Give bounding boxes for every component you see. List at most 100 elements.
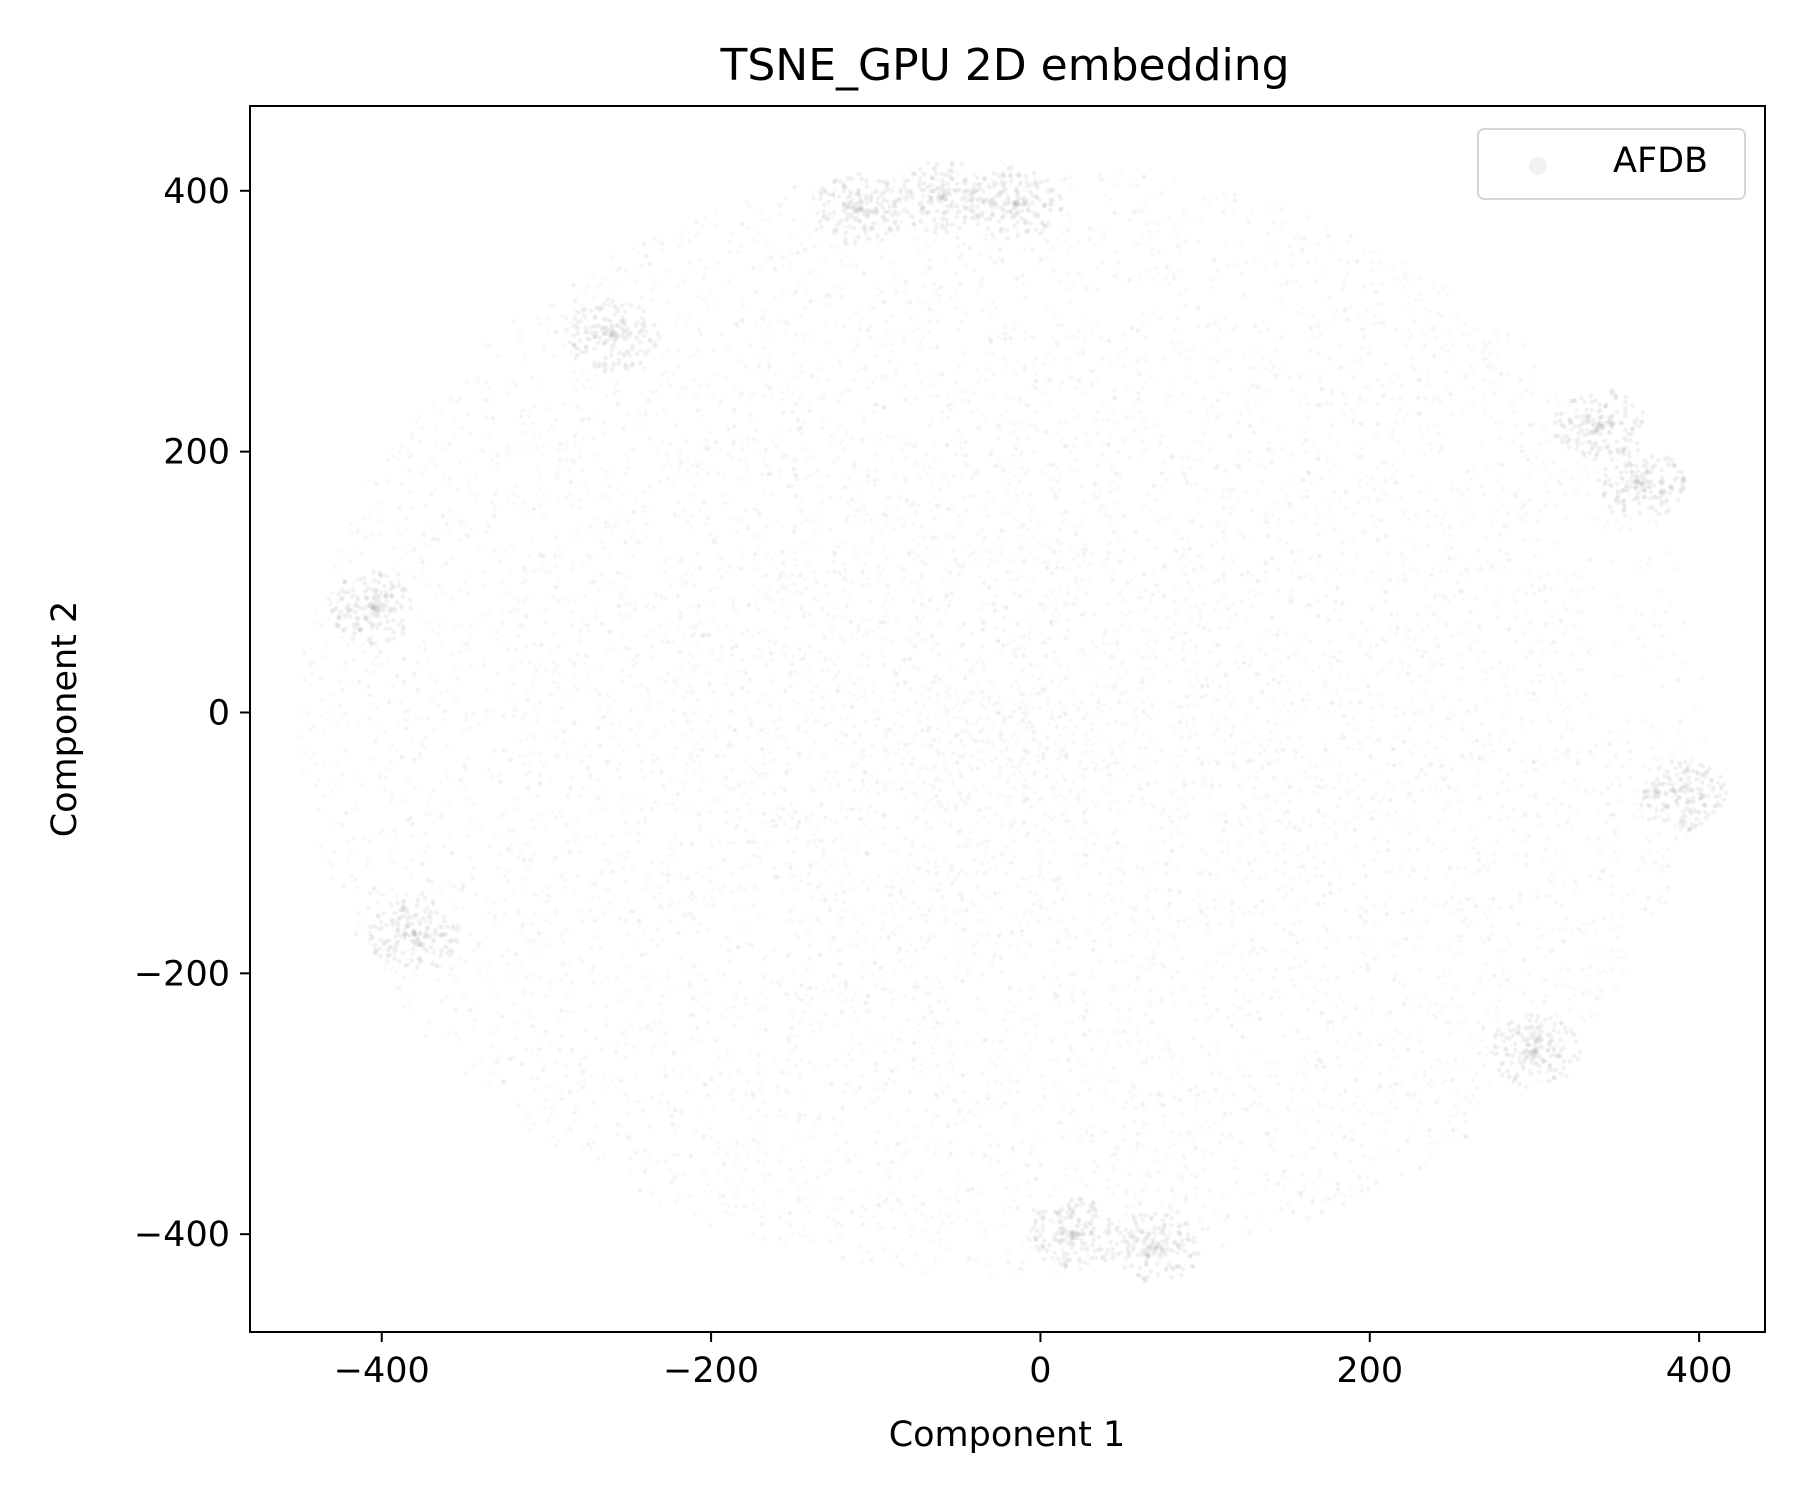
scatter-point xyxy=(406,708,411,713)
scatter-point xyxy=(765,773,770,778)
scatter-point xyxy=(943,919,948,924)
scatter-point xyxy=(997,932,1003,938)
scatter-point xyxy=(859,1204,865,1209)
scatter-point xyxy=(432,727,437,732)
scatter-point xyxy=(1201,1226,1206,1231)
scatter-point xyxy=(1119,610,1125,615)
scatter-point xyxy=(914,979,919,984)
scatter-point xyxy=(1467,644,1472,649)
scatter-point xyxy=(1320,651,1326,656)
scatter-point xyxy=(506,828,512,833)
scatter-point xyxy=(875,208,880,214)
scatter-point xyxy=(349,850,354,855)
scatter-point xyxy=(1032,823,1038,828)
scatter-point xyxy=(1228,434,1233,439)
scatter-point xyxy=(447,972,452,977)
scatter-point xyxy=(1123,1190,1129,1195)
scatter-point xyxy=(1182,303,1188,308)
scatter-point xyxy=(1140,438,1145,443)
scatter-point xyxy=(445,688,450,693)
scatter-point xyxy=(527,408,532,414)
scatter-point xyxy=(1608,845,1614,851)
scatter-point xyxy=(1389,1101,1394,1106)
scatter-point xyxy=(564,440,569,445)
scatter-point xyxy=(1077,1126,1082,1131)
scatter-point xyxy=(730,871,735,877)
scatter-point xyxy=(1476,658,1481,663)
scatter-point xyxy=(1531,759,1536,764)
scatter-point xyxy=(885,522,890,527)
scatter-point xyxy=(1405,995,1410,1001)
scatter-point xyxy=(797,754,802,759)
scatter-point xyxy=(814,226,820,231)
scatter-point xyxy=(1135,183,1140,189)
scatter-point xyxy=(719,644,725,649)
scatter-point xyxy=(1416,1003,1422,1009)
scatter-point xyxy=(1485,698,1490,703)
scatter-point xyxy=(1329,401,1334,406)
scatter-point xyxy=(731,1097,736,1102)
scatter-point xyxy=(1090,368,1095,373)
scatter-point xyxy=(1543,502,1548,507)
scatter-point xyxy=(1146,877,1151,882)
scatter-point xyxy=(1057,699,1062,704)
scatter-point xyxy=(1184,722,1189,728)
scatter-point xyxy=(547,980,552,985)
scatter-point xyxy=(1359,454,1364,459)
scatter-point xyxy=(820,706,825,711)
scatter-point xyxy=(681,1172,686,1177)
scatter-point xyxy=(1054,430,1060,435)
scatter-point xyxy=(1053,1185,1058,1191)
scatter-point xyxy=(522,570,528,575)
scatter-point xyxy=(1345,721,1350,726)
scatter-point xyxy=(759,728,765,733)
scatter-point xyxy=(1349,407,1355,412)
scatter-point xyxy=(968,830,974,836)
scatter-point xyxy=(481,663,486,668)
scatter-point xyxy=(1463,919,1468,924)
scatter-point xyxy=(1431,326,1437,331)
scatter-point xyxy=(1505,977,1511,982)
scatter-point xyxy=(588,1073,594,1078)
scatter-point xyxy=(940,418,945,424)
scatter-point xyxy=(1001,510,1006,516)
scatter-point xyxy=(1379,461,1384,466)
scatter-point xyxy=(525,865,530,870)
scatter-point xyxy=(1405,626,1411,631)
scatter-point xyxy=(394,894,400,899)
scatter-point xyxy=(1292,235,1298,241)
scatter-point xyxy=(1621,971,1626,976)
scatter-point xyxy=(1153,498,1158,503)
scatter-point xyxy=(593,373,598,378)
scatter-point xyxy=(409,575,415,580)
scatter-point xyxy=(655,756,660,762)
scatter-point xyxy=(1135,1030,1140,1036)
scatter-point xyxy=(1443,846,1448,851)
scatter-point xyxy=(1581,699,1586,704)
scatter-point xyxy=(1144,379,1150,384)
scatter-point xyxy=(1346,239,1352,245)
scatter-point xyxy=(785,589,790,594)
scatter-point xyxy=(1460,907,1465,912)
scatter-point xyxy=(788,1034,794,1040)
scatter-point xyxy=(710,886,715,892)
scatter-point xyxy=(889,349,895,354)
scatter-point xyxy=(943,608,949,613)
scatter-point xyxy=(1118,559,1123,564)
scatter-point xyxy=(1195,324,1201,329)
scatter-point xyxy=(920,1211,925,1216)
scatter-point xyxy=(1055,479,1060,484)
scatter-point xyxy=(1371,487,1377,492)
scatter-point xyxy=(1408,794,1413,799)
scatter-point xyxy=(1222,812,1227,817)
scatter-point xyxy=(807,881,813,887)
scatter-point xyxy=(518,622,523,627)
scatter-point xyxy=(975,884,980,890)
scatter-point xyxy=(1022,714,1028,719)
scatter-point xyxy=(880,220,886,226)
scatter-point xyxy=(979,278,984,283)
scatter-point xyxy=(529,1075,534,1081)
scatter-point xyxy=(330,862,335,867)
scatter-point xyxy=(822,395,827,401)
scatter-point xyxy=(497,772,502,778)
